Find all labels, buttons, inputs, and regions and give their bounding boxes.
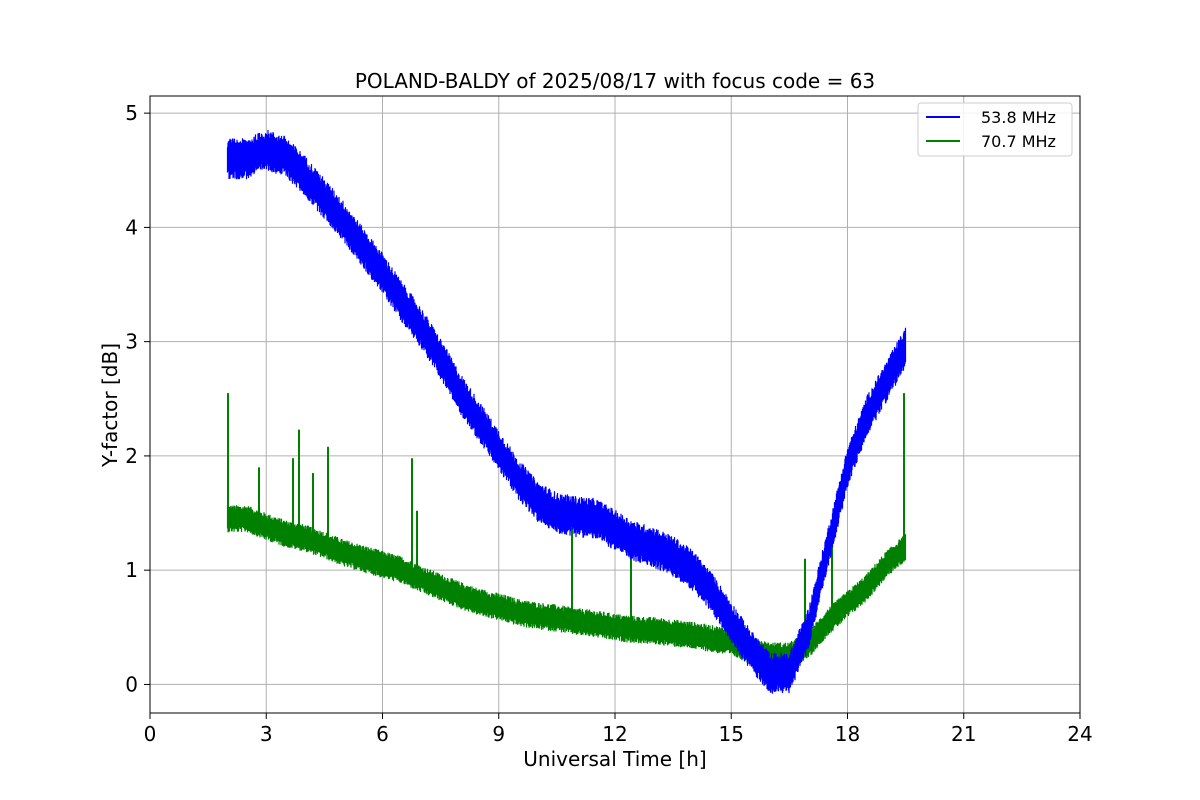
- x-tick-label: 24: [1067, 722, 1092, 746]
- x-tick-label: 0: [144, 722, 157, 746]
- x-axis-label: Universal Time [h]: [523, 747, 706, 771]
- y-tick-label: 5: [125, 101, 138, 125]
- series-trace: [226, 129, 907, 694]
- x-tick-label: 9: [492, 722, 505, 746]
- y-tick-label: 0: [125, 672, 138, 696]
- x-tick-label: 21: [951, 722, 976, 746]
- y-tick-label: 4: [125, 215, 138, 239]
- legend: 53.8 MHz 70.7 MHz: [917, 102, 1073, 157]
- y-axis-label: Y-factor [dB]: [98, 343, 122, 468]
- data-series: [226, 129, 907, 694]
- x-tick-label: 6: [376, 722, 389, 746]
- x-tick-label: 15: [719, 722, 744, 746]
- x-tick-label: 18: [835, 722, 860, 746]
- legend-label-70-7: 70.7 MHz: [981, 132, 1056, 151]
- x-tick-label: 3: [260, 722, 273, 746]
- x-tick-label: 12: [602, 722, 627, 746]
- y-tick-label: 2: [125, 444, 138, 468]
- chart-title: POLAND-BALDY of 2025/08/17 with focus co…: [355, 69, 875, 93]
- y-tick-label: 3: [125, 330, 138, 354]
- legend-label-53-8: 53.8 MHz: [981, 108, 1056, 127]
- y-tick-label: 1: [125, 558, 138, 582]
